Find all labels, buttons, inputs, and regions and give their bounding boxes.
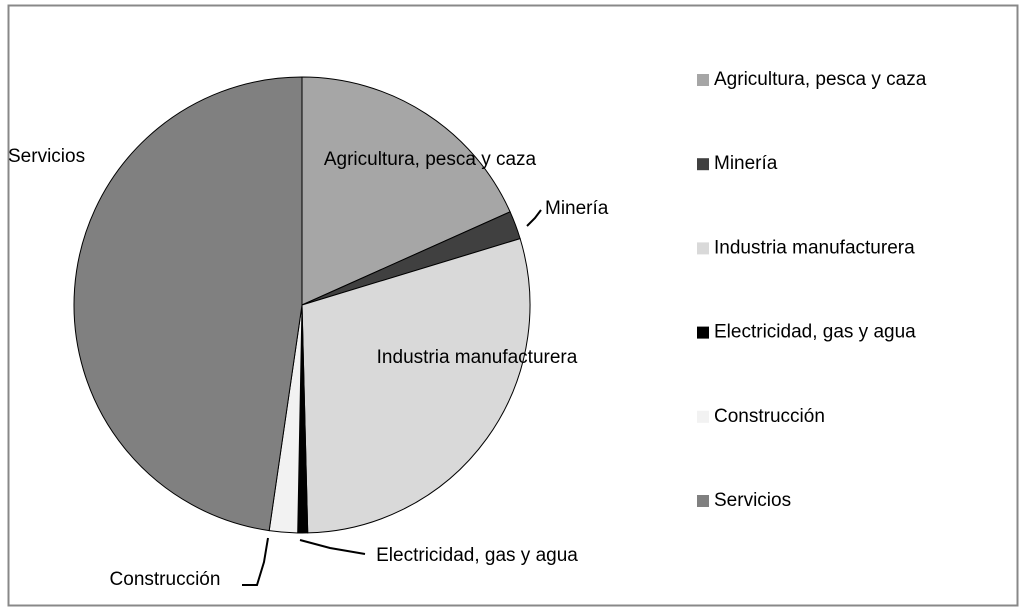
legend-label: Construcción <box>714 406 825 427</box>
data-label: Electricidad, gas y agua <box>376 545 578 566</box>
legend-label: Electricidad, gas y agua <box>714 322 916 343</box>
pie-slice <box>73 76 303 532</box>
legend-swatch <box>697 242 709 255</box>
legend-label: Industria manufacturera <box>714 237 915 258</box>
data-label: Agricultura, pesca y caza <box>324 149 537 170</box>
pie-slice <box>301 76 511 306</box>
data-label: Servicios <box>8 146 85 167</box>
leader-line <box>526 209 542 227</box>
legend-swatch <box>697 326 709 339</box>
leader-line <box>242 537 269 586</box>
legend-swatch <box>697 495 709 507</box>
pie-slice <box>301 238 531 534</box>
leader-line <box>299 539 366 555</box>
legend-label: Minería <box>714 153 778 174</box>
legend-label: Servicios <box>714 490 791 511</box>
legend-label: Agricultura, pesca y caza <box>714 69 927 90</box>
legend-swatch <box>697 158 709 171</box>
data-label-text: Electricidad, gas y agua <box>376 545 578 566</box>
data-label: Minería <box>545 198 609 219</box>
data-label: Industria manufacturera <box>377 347 578 368</box>
legend-swatch <box>697 74 709 86</box>
data-label: Construcción <box>110 569 221 590</box>
legend-swatch <box>697 410 709 423</box>
